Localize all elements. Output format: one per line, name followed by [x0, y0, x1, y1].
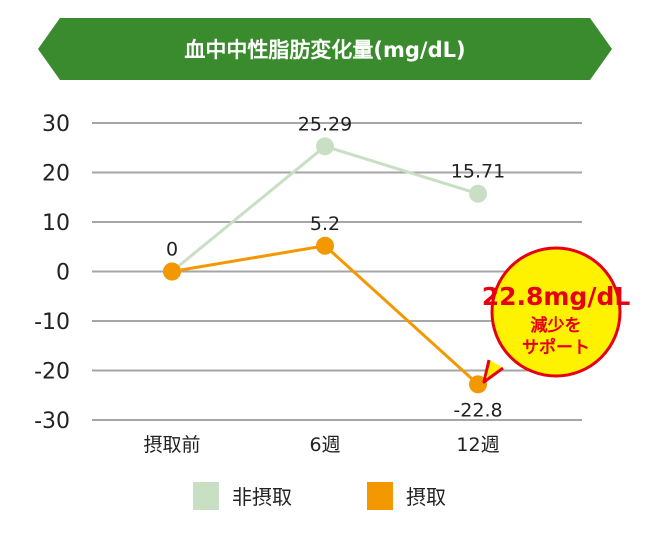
- callout-line1: 減少を: [531, 315, 582, 336]
- y-tick-label: 10: [42, 211, 70, 236]
- y-tick-label: 0: [56, 261, 70, 286]
- x-tick-label: 6週: [309, 434, 340, 456]
- legend: 非摂取 摂取: [193, 482, 446, 510]
- legend-label-non-intake: 非摂取: [232, 485, 292, 509]
- callout-bubble: 22.8mg/dL 減少を サポート: [482, 246, 631, 384]
- grid-lines: [92, 122, 582, 421]
- legend-swatch-non-intake: [193, 482, 219, 510]
- data-label: 0: [166, 239, 178, 261]
- callout-tail-fill: [486, 361, 502, 378]
- data-point: [469, 184, 487, 203]
- callout-main-text: 22.8mg/dL: [482, 282, 631, 311]
- y-axis-ticks: 30 20 10 0 -10 -20 -30: [34, 112, 70, 434]
- y-tick-label: 30: [42, 112, 70, 137]
- x-axis-ticks: 摂取前 6週 12週: [143, 434, 499, 456]
- data-point: [163, 262, 181, 281]
- data-point: [316, 236, 334, 255]
- data-labels: 25.29 15.71 0 5.2 -22.8: [166, 113, 505, 421]
- series-lines: [163, 137, 487, 394]
- title-banner: [38, 18, 612, 80]
- y-tick-label: 20: [42, 162, 70, 187]
- data-point: [469, 375, 487, 394]
- chart-title: 血中中性脂肪変化量(mg/dL): [184, 38, 465, 62]
- data-label: -22.8: [453, 399, 502, 421]
- legend-label-intake: 摂取: [406, 485, 446, 509]
- y-tick-label: -20: [34, 360, 70, 385]
- y-tick-label: -10: [34, 310, 70, 335]
- y-tick-label: -30: [34, 409, 70, 434]
- data-point: [316, 137, 334, 156]
- x-tick-label: 摂取前: [143, 434, 200, 456]
- legend-swatch-intake: [367, 482, 393, 510]
- data-label: 5.2: [310, 213, 340, 235]
- series-line-1: [171, 244, 480, 386]
- callout-line2: サポート: [522, 337, 590, 358]
- data-label: 15.71: [451, 161, 505, 183]
- x-tick-label: 12週: [456, 434, 499, 456]
- data-label: 25.29: [298, 113, 352, 135]
- callout-circle: [490, 246, 622, 378]
